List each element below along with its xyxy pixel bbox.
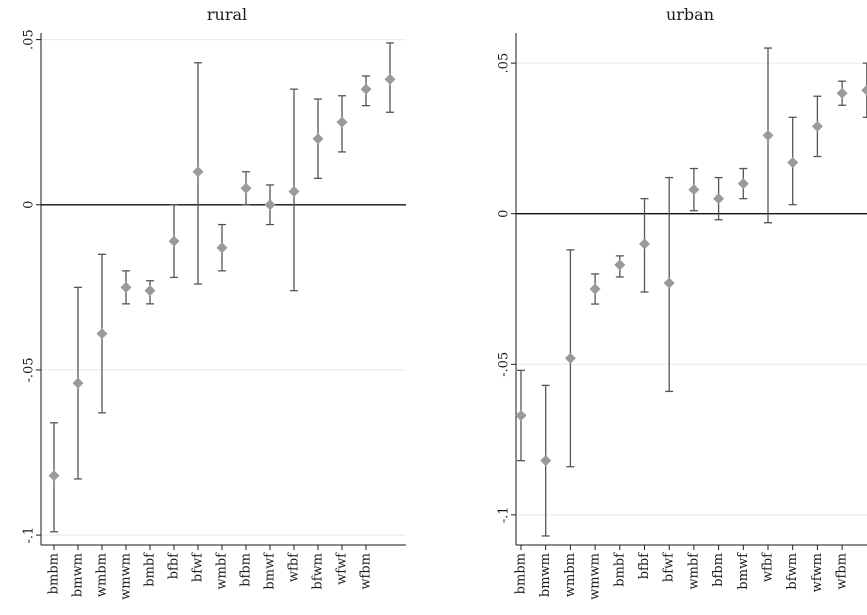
x-category-label: bfbf <box>167 552 182 579</box>
point-estimate-marker <box>384 73 396 85</box>
x-category-label: wfwf <box>335 552 350 585</box>
x-category-label: wmbf <box>215 552 230 590</box>
point-estimate-marker <box>144 285 156 297</box>
point-estimate-marker <box>192 166 204 178</box>
point-estimate-marker <box>312 133 324 145</box>
x-category-label: wmbf <box>686 552 701 590</box>
point-estimate-marker <box>120 281 132 293</box>
x-category-label: bfwm <box>785 553 800 590</box>
x-category-label: wfwm <box>810 553 825 592</box>
point-estimate-marker <box>540 455 552 467</box>
point-estimate-marker <box>564 352 576 364</box>
y-tick-label: .05 <box>22 29 37 50</box>
x-category-label: bfwm <box>311 553 326 590</box>
point-estimate-marker <box>72 377 84 389</box>
x-category-label: bmbf <box>143 552 158 587</box>
y-tick-label: 0 <box>497 210 512 218</box>
point-estimate-marker <box>288 186 300 198</box>
x-category-label: wmbm <box>563 553 578 597</box>
x-category-label: wfbf <box>761 552 776 582</box>
x-category-label: wmbm <box>95 553 110 597</box>
point-estimate-marker <box>836 87 848 99</box>
x-category-label: bfwf <box>662 552 677 582</box>
urban-panel-title: urban <box>666 5 714 24</box>
y-tick-label: -.05 <box>497 352 512 377</box>
point-estimate-marker <box>168 235 180 247</box>
x-category-label: wmwm <box>119 553 134 600</box>
point-estimate-marker <box>216 242 228 254</box>
point-estimate-marker <box>663 277 675 289</box>
y-tick-label: -.1 <box>22 527 37 544</box>
point-estimate-marker <box>861 84 867 96</box>
y-tick-label: -.05 <box>22 357 37 382</box>
x-category-label: wfbm <box>835 553 850 590</box>
x-category-label: bmwm <box>71 553 86 597</box>
point-estimate-marker <box>240 182 252 194</box>
y-tick-label: 0 <box>22 201 37 209</box>
x-category-label: wmwm <box>588 553 603 600</box>
point-estimate-marker <box>614 259 626 271</box>
point-estimate-marker <box>336 116 348 128</box>
x-category-label: bmwm <box>538 553 553 597</box>
x-category-label: bmbf <box>612 552 627 587</box>
x-category-label: bfbm <box>239 553 254 587</box>
x-category-label: wfbf <box>287 552 302 582</box>
point-estimate-marker <box>515 409 527 421</box>
point-estimate-marker <box>762 129 774 141</box>
x-category-label: wfbm <box>359 553 374 590</box>
point-estimate-marker <box>589 283 601 295</box>
x-category-label: bmwf <box>263 552 278 590</box>
x-category-label: bmwf <box>736 552 751 590</box>
point-estimate-marker <box>639 238 650 250</box>
point-estimate-marker <box>688 184 700 196</box>
point-estimate-marker <box>264 199 276 211</box>
point-estimate-marker <box>737 178 749 190</box>
point-estimate-marker <box>48 470 60 482</box>
x-category-label: bfbf <box>637 552 652 579</box>
point-estimate-marker <box>811 120 823 132</box>
rural-panel-title: rural <box>207 5 247 24</box>
point-estimate-marker <box>713 193 725 205</box>
point-estimate-marker <box>360 83 372 95</box>
x-category-label: bfwf <box>191 552 206 582</box>
x-category-label: bfbm <box>711 553 726 587</box>
y-tick-label: .05 <box>497 53 512 74</box>
x-category-label: bmbm <box>47 553 62 594</box>
point-estimate-marker <box>787 157 799 169</box>
point-estimate-marker <box>96 328 108 340</box>
y-tick-label: -.1 <box>497 506 512 523</box>
x-category-label: bmbm <box>514 553 529 594</box>
